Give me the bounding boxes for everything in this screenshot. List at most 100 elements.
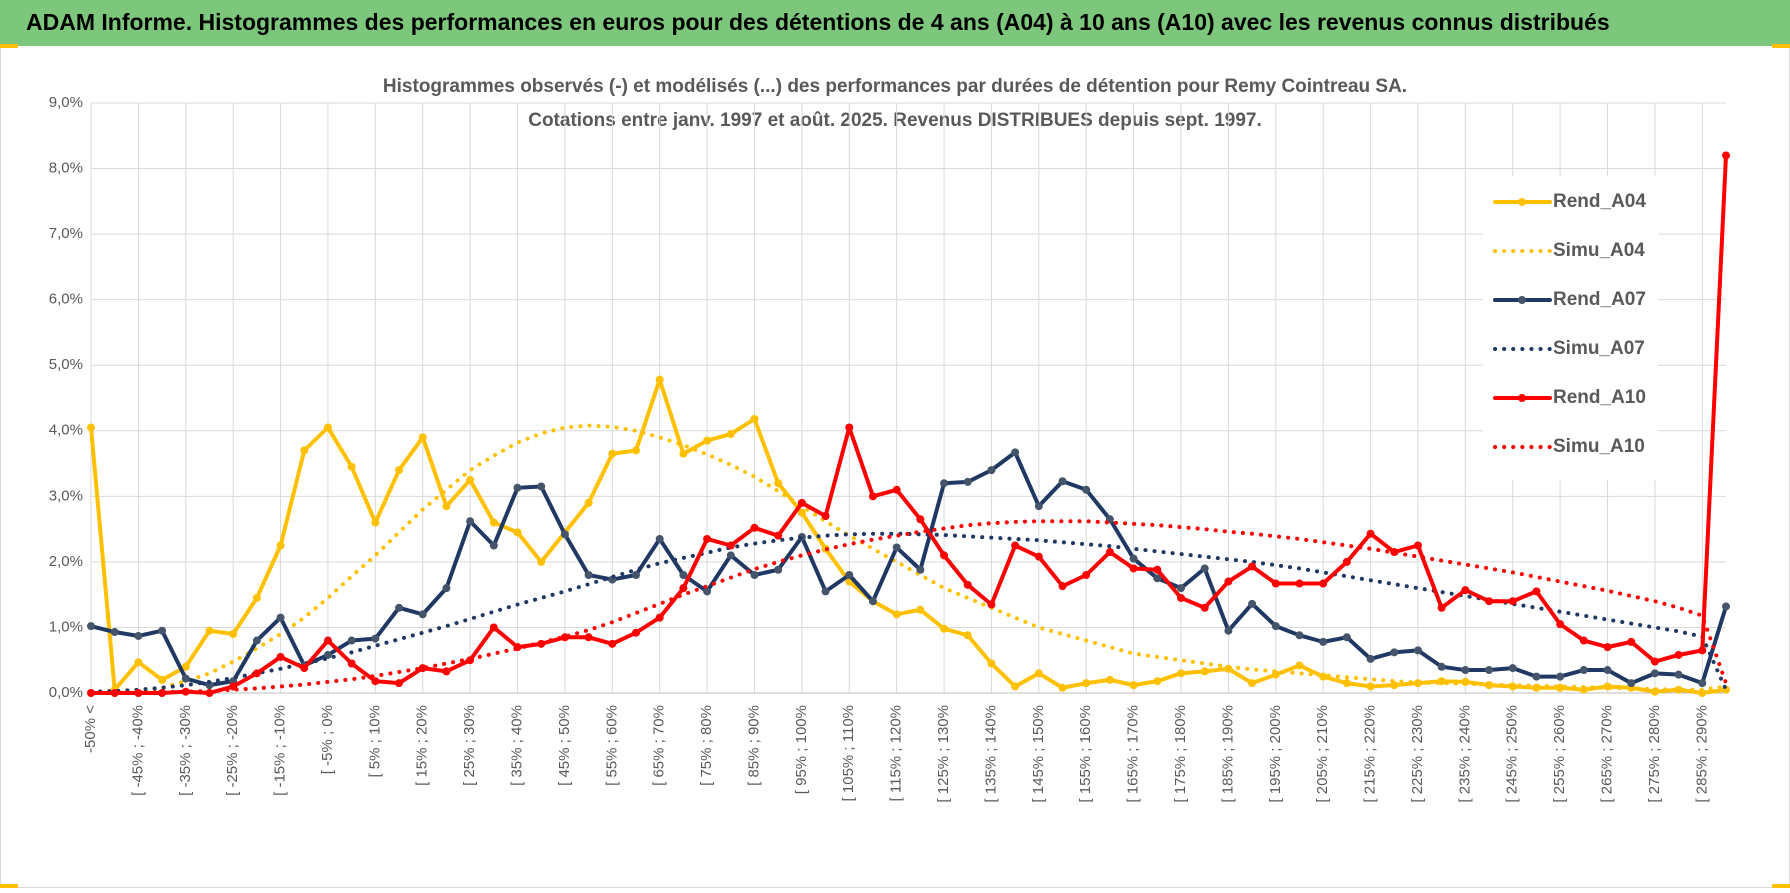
marker [489, 623, 498, 632]
marker [940, 551, 949, 560]
marker [205, 626, 214, 635]
marker [1153, 677, 1162, 686]
marker [987, 466, 996, 475]
marker [1058, 683, 1067, 692]
marker [916, 605, 925, 614]
marker [1603, 666, 1612, 675]
marker [1722, 151, 1730, 160]
chart-title: Histogrammes observés (-) et modélisés (… [383, 76, 1407, 97]
marker [181, 662, 190, 671]
x-tick-label: [ 115% ; 120% [888, 705, 905, 801]
marker [347, 636, 356, 645]
marker [1674, 685, 1683, 694]
x-tick-label: [ 235% ; 240% [1456, 705, 1473, 803]
series-line [89, 450, 1728, 688]
marker [395, 603, 404, 612]
marker [1177, 669, 1185, 678]
x-tick-label: [ 225% ; 230% [1409, 705, 1426, 803]
marker [892, 543, 901, 552]
marker [750, 414, 759, 423]
corner [0, 44, 18, 48]
marker [1105, 675, 1114, 684]
marker [513, 483, 522, 492]
marker [1650, 657, 1659, 666]
x-tick-label: [ -5% ; 0% [319, 705, 336, 774]
series-line [89, 423, 1728, 695]
marker [1674, 670, 1683, 679]
x-tick-label: [ -15% ; -10% [272, 705, 289, 796]
marker [1295, 579, 1304, 588]
marker [1627, 637, 1636, 646]
marker [632, 571, 640, 579]
marker [110, 689, 119, 697]
marker [1200, 564, 1209, 573]
marker [584, 571, 593, 579]
marker [632, 446, 640, 455]
x-tick-label: [ 15% ; 20% [414, 705, 431, 786]
marker [1508, 664, 1517, 673]
marker [1366, 682, 1375, 691]
marker [1129, 564, 1138, 573]
marker [726, 541, 735, 550]
y-tick-label: 3,0% [49, 487, 83, 504]
x-tick-label: [ 55% ; 60% [603, 705, 620, 786]
marker [1177, 593, 1185, 602]
marker [560, 530, 569, 539]
marker [1011, 541, 1020, 550]
y-tick-label: 8,0% [49, 160, 83, 177]
marker [276, 613, 285, 622]
marker [276, 541, 285, 550]
marker [679, 449, 688, 458]
marker [537, 557, 546, 566]
marker [1319, 579, 1328, 588]
marker [300, 664, 309, 673]
marker [1105, 548, 1114, 557]
marker [1461, 586, 1470, 595]
marker [608, 639, 617, 648]
marker [87, 423, 95, 432]
marker [1248, 599, 1257, 608]
marker [371, 677, 380, 686]
y-tick-label: 1,0% [49, 618, 83, 635]
marker [703, 587, 712, 596]
marker [608, 449, 617, 458]
legend-label: Simu_A04 [1553, 240, 1645, 261]
marker [1153, 574, 1162, 583]
marker [679, 584, 688, 593]
y-tick-label: 6,0% [49, 291, 83, 308]
marker [1342, 679, 1351, 688]
marker [418, 610, 427, 619]
marker [513, 528, 522, 537]
marker [821, 587, 830, 596]
x-tick-label: [ 275% ; 280% [1646, 705, 1663, 803]
x-tick-label: [ 285% ; 290% [1693, 705, 1710, 803]
marker [395, 466, 404, 475]
legend-label: Rend_A07 [1553, 289, 1646, 310]
marker [1295, 631, 1304, 640]
marker [466, 517, 475, 526]
x-tick-label: [ -25% ; -20% [224, 705, 241, 796]
marker [442, 667, 451, 676]
x-tick-label: [ 105% ; 110% [840, 705, 857, 801]
marker [181, 674, 190, 683]
marker [774, 565, 783, 574]
marker [1271, 579, 1280, 588]
x-tick-label: [ 185% ; 190% [1219, 705, 1236, 803]
marker [1342, 633, 1351, 642]
marker [1271, 622, 1280, 631]
marker [1248, 562, 1257, 571]
marker [466, 475, 475, 484]
marker [489, 518, 498, 527]
marker [1248, 679, 1257, 688]
marker [418, 433, 427, 442]
marker [655, 613, 664, 622]
y-tick-label: 2,0% [49, 553, 83, 570]
marker [963, 631, 972, 640]
marker [1627, 679, 1636, 688]
marker [1532, 587, 1541, 596]
marker [1034, 552, 1043, 561]
marker [1532, 672, 1541, 681]
corner [0, 884, 18, 888]
